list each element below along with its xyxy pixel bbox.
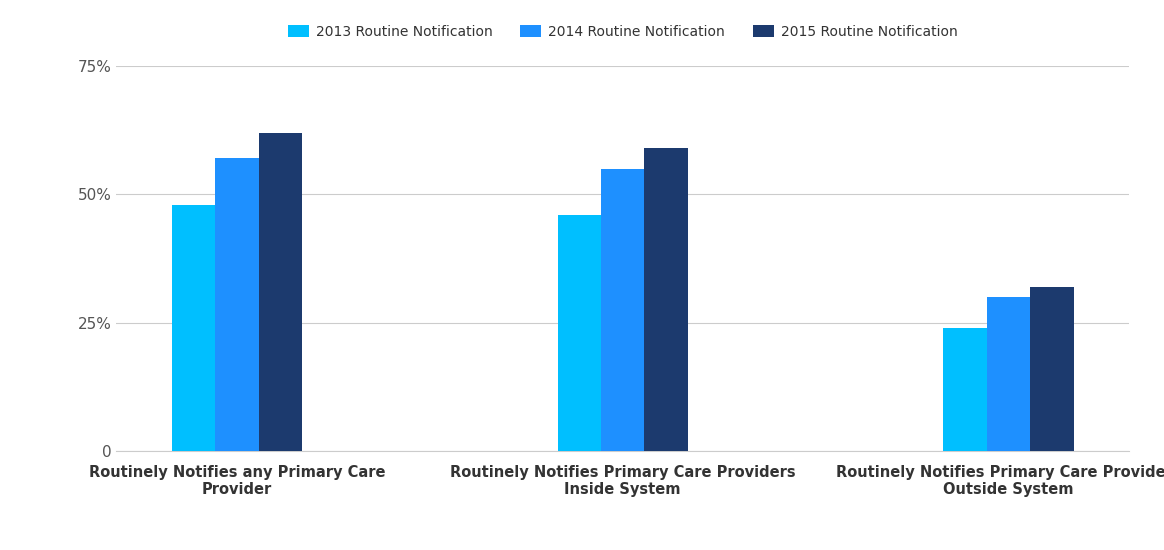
Bar: [1030, 287, 1073, 451]
Bar: [987, 297, 1030, 451]
Bar: [645, 148, 688, 451]
Bar: [172, 205, 215, 451]
Bar: [558, 215, 601, 451]
Bar: [943, 328, 987, 451]
Bar: [258, 133, 303, 451]
Bar: [215, 158, 258, 451]
Bar: [601, 169, 645, 451]
Legend: 2013 Routine Notification, 2014 Routine Notification, 2015 Routine Notification: 2013 Routine Notification, 2014 Routine …: [283, 19, 963, 44]
